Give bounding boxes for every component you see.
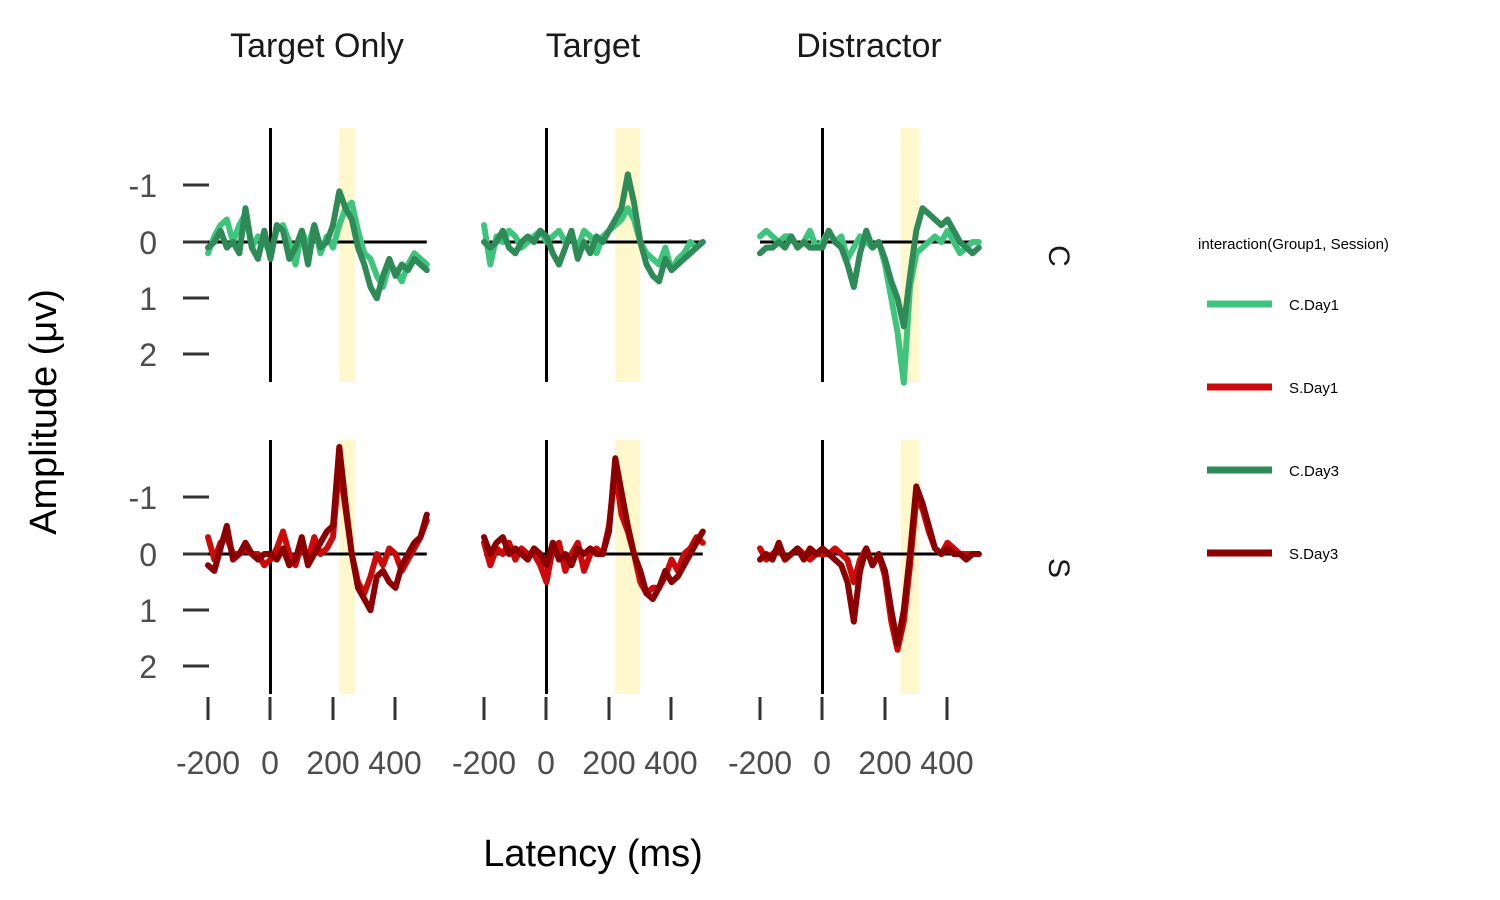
x-axis-title: Latency (ms) [483, 833, 703, 875]
series-line-c-day3 [481, 171, 706, 285]
series-line-c-day3 [757, 205, 982, 330]
y-tick-label-row-c: 1 [139, 281, 157, 317]
panel-c-target [481, 128, 706, 382]
facet-title-distractor: Distractor [796, 27, 941, 65]
facet-panels [205, 128, 982, 694]
x-tick-label: 200 [306, 745, 359, 781]
y-tick-label-row-s: 1 [139, 593, 157, 629]
series-line-c-day3 [205, 188, 430, 302]
x-tick-label: 400 [644, 745, 697, 781]
highlight-window [615, 128, 641, 382]
x-tick-label: 400 [920, 745, 973, 781]
panel-c-distractor [757, 128, 982, 386]
legend-title: interaction(Group1, Session) [1198, 236, 1389, 253]
x-tick-label: -200 [452, 745, 516, 781]
y-tick-label-row-c: 0 [139, 225, 157, 261]
row-strip-c: C [1042, 245, 1075, 267]
x-tick-label: 200 [582, 745, 635, 781]
legend-label-c-day1: C.Day1 [1289, 297, 1339, 314]
series-line-s-day3 [205, 444, 430, 614]
panel-s-target [481, 440, 706, 694]
x-tick-label: 200 [858, 745, 911, 781]
x-tick-label: -200 [728, 745, 792, 781]
x-tick-label: 0 [813, 745, 831, 781]
x-axis-ticks [206, 697, 949, 720]
x-tick-label: -200 [176, 745, 240, 781]
panel-s-target-only [205, 440, 430, 694]
series-line-s-day3 [757, 483, 982, 648]
legend-label-s-day1: S.Day1 [1289, 380, 1338, 397]
y-axis-title: Amplitude (μv) [23, 289, 65, 535]
x-tick-label: 0 [537, 745, 555, 781]
panel-c-target-only [205, 128, 430, 382]
y-tick-label-row-c: -1 [129, 168, 157, 204]
x-tick-label: 0 [261, 745, 279, 781]
series-line-c-day1 [757, 227, 982, 386]
row-strip-s: S [1042, 558, 1075, 578]
facet-title-target: Target [546, 27, 641, 65]
legend: interaction(Group1, Session) C.Day1 S.Da… [1198, 236, 1389, 563]
y-tick-label-row-s: -1 [129, 480, 157, 516]
series-line-s-day3 [481, 455, 706, 602]
y-tick-label-row-c: 2 [139, 337, 157, 373]
x-tick-label: 400 [368, 745, 421, 781]
series-line-s-day1 [757, 494, 982, 653]
legend-label-s-day3: S.Day3 [1289, 546, 1338, 563]
y-tick-label-row-s: 2 [139, 649, 157, 685]
y-tick-label-row-s: 0 [139, 537, 157, 573]
highlight-window [339, 128, 355, 382]
y-axis-ticks [183, 183, 209, 668]
facet-title-target-only: Target Only [230, 27, 404, 65]
legend-label-c-day3: C.Day3 [1289, 463, 1339, 480]
panel-s-distractor [757, 440, 982, 694]
series-line-s-day1 [205, 460, 430, 597]
